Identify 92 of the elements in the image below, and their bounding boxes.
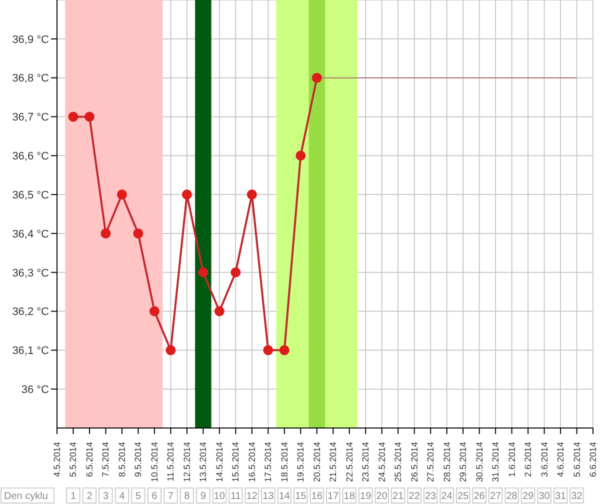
point [279, 345, 290, 356]
x-tick-label: 31.5.2014 [490, 442, 501, 482]
x2-tick-label: 13 [262, 491, 274, 502]
y-tick-label: 36,1 °C [12, 345, 50, 358]
x2-tick-label: 6 [152, 491, 158, 502]
x2-tick-label: 31 [554, 491, 567, 502]
x-tick-label: 24.5.2014 [376, 442, 387, 482]
point [214, 306, 224, 316]
point [230, 267, 241, 278]
x2-tick-label: 29 [522, 491, 534, 502]
x-tick-label: 4.5.2014 [52, 442, 62, 478]
x2-axis-title: Den cyklu [4, 491, 48, 502]
x2-tick-label: 28 [506, 491, 518, 502]
point [166, 345, 176, 356]
x-tick-label: 18.5.2014 [279, 442, 290, 482]
y-tick-label: 36,7 °C [12, 112, 50, 124]
x-tick-label: 29.5.2014 [458, 442, 468, 482]
x-tick-label: 3.6.2014 [539, 442, 550, 478]
y-tick-label: 36,5 °C [12, 189, 50, 202]
x2-tick-label: 8 [184, 491, 190, 502]
x-tick-label: 1.6.2014 [506, 442, 517, 478]
point [198, 267, 208, 278]
x2-tick-label: 10 [214, 491, 226, 502]
x2-tick-label: 15 [295, 491, 307, 502]
x2-tick-label: 22 [408, 491, 420, 502]
x-tick-label: 8.5.2014 [116, 442, 127, 478]
y-tick-label: 36,4 °C [12, 228, 50, 240]
y-tick-label: 36 °C [21, 384, 50, 396]
x-tick-label: 7.5.2014 [100, 442, 111, 478]
x2-tick-label: 32 [571, 491, 583, 502]
x-tick-label: 23.5.2014 [360, 442, 371, 482]
x2-tick-label: 23 [425, 491, 437, 502]
x2-tick-label: 11 [230, 491, 242, 502]
y-tick-label: 36,2 °C [12, 306, 50, 318]
x-tick-label: 14.5.2014 [214, 442, 224, 482]
x2-tick-label: 26 [474, 491, 486, 502]
x-tick-label: 27.5.2014 [426, 442, 436, 482]
x2-tick-label: 4 [119, 491, 126, 502]
point [84, 112, 94, 122]
x-tick-label: 20.5.2014 [312, 442, 322, 482]
x-tick-label: 5.6.2014 [572, 442, 582, 478]
point [133, 228, 144, 238]
x2-tick-label: 27 [490, 491, 502, 502]
x2-tick-label: 7 [168, 491, 174, 502]
x-tick-label: 15.5.2014 [230, 442, 241, 482]
y-tick-label: 36,6 °C [12, 150, 50, 163]
x-tick-label: 22.5.2014 [344, 442, 354, 482]
y-tick-label: 36,9 °C [12, 34, 50, 46]
point [149, 306, 160, 316]
x2-tick-label: 2 [86, 491, 93, 502]
point [296, 150, 306, 161]
x-tick-label: 30.5.2014 [474, 442, 484, 482]
x2-tick-label: 12 [246, 491, 258, 502]
x2-tick-label: 5 [135, 491, 142, 502]
x-tick-label: 28.5.2014 [442, 442, 452, 482]
x2-tick-label: 30 [538, 491, 550, 502]
x-tick-label: 5.5.2014 [68, 442, 78, 478]
x-tick-label: 11.5.2014 [166, 442, 176, 482]
x2-tick-label: 9 [200, 491, 206, 502]
point [263, 345, 274, 356]
x-tick-label: 10.5.2014 [149, 442, 160, 482]
x-tick-label: 25.5.2014 [393, 442, 404, 482]
x-tick-label: 16.5.2014 [246, 442, 257, 482]
x2-tick-label: 14 [278, 491, 290, 502]
x2-tick-label: 24 [441, 491, 453, 502]
x2-tick-label: 17 [328, 491, 340, 502]
x-tick-label: 17.5.2014 [263, 442, 274, 482]
x2-tick-label: 20 [376, 491, 388, 502]
x-tick-label: 6.6.2014 [588, 442, 598, 478]
x-tick-label: 26.5.2014 [409, 442, 420, 482]
x-tick-label: 6.5.2014 [84, 442, 94, 478]
x2-tick-label: 25 [458, 491, 470, 502]
x-tick-label: 19.5.2014 [296, 442, 306, 482]
y-tick-label: 36,8 °C [12, 72, 50, 85]
point [182, 190, 192, 200]
point [116, 190, 127, 200]
x-tick-label: 9.5.2014 [133, 442, 144, 478]
y-tick-label: 36,3 °C [12, 267, 50, 280]
x2-tick-label: 19 [360, 491, 372, 502]
x2-tick-label: 1 [70, 491, 76, 502]
x-tick-label: 12.5.2014 [182, 442, 192, 482]
point [100, 228, 111, 238]
x2-tick-label: 16 [311, 491, 323, 502]
x-tick-label: 21.5.2014 [328, 442, 338, 482]
point [246, 190, 257, 200]
x-tick-label: 4.6.2014 [556, 442, 566, 478]
x-tick-label: 13.5.2014 [198, 442, 208, 482]
x2-tick-label: 3 [102, 491, 109, 502]
x-tick-label: 2.6.2014 [523, 442, 534, 478]
x2-tick-label: 21 [392, 491, 404, 502]
point [68, 112, 78, 122]
x2-tick-label: 18 [344, 491, 356, 502]
